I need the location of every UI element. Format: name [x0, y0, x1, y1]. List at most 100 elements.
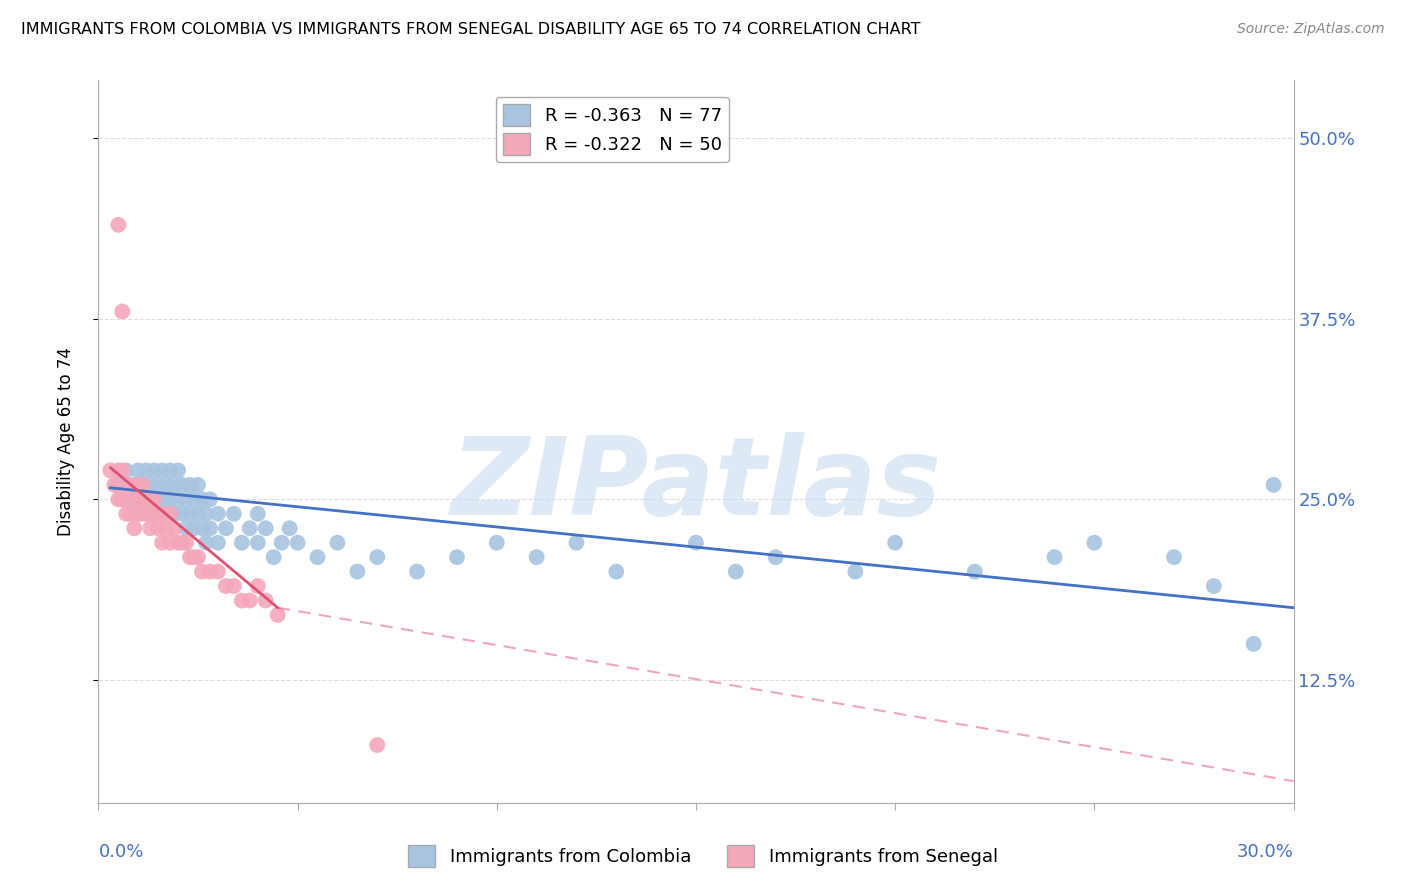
Text: IMMIGRANTS FROM COLOMBIA VS IMMIGRANTS FROM SENEGAL DISABILITY AGE 65 TO 74 CORR: IMMIGRANTS FROM COLOMBIA VS IMMIGRANTS F…: [21, 22, 921, 37]
Point: [605, 565, 627, 579]
Point: [155, 478, 177, 492]
Point: [139, 478, 162, 492]
Point: [1043, 550, 1066, 565]
Point: [115, 507, 138, 521]
Point: [143, 463, 166, 477]
Point: [270, 535, 292, 549]
Point: [246, 535, 269, 549]
Point: [198, 565, 221, 579]
Point: [187, 550, 209, 565]
Point: [167, 463, 190, 477]
Point: [1163, 550, 1185, 565]
Point: [167, 535, 190, 549]
Point: [207, 565, 229, 579]
Point: [159, 535, 181, 549]
Point: [139, 492, 162, 507]
Point: [150, 507, 173, 521]
Point: [127, 507, 149, 521]
Point: [148, 507, 170, 521]
Point: [115, 463, 138, 477]
Point: [111, 492, 134, 507]
Point: [183, 550, 205, 565]
Point: [107, 218, 129, 232]
Point: [163, 478, 186, 492]
Point: [135, 492, 157, 507]
Y-axis label: Disability Age 65 to 74: Disability Age 65 to 74: [56, 347, 75, 536]
Point: [127, 492, 149, 507]
Point: [172, 507, 194, 521]
Point: [174, 535, 197, 549]
Point: [131, 478, 153, 492]
Point: [127, 478, 149, 492]
Point: [1243, 637, 1265, 651]
Point: [326, 535, 349, 549]
Point: [120, 492, 142, 507]
Point: [183, 492, 205, 507]
Point: [207, 535, 229, 549]
Point: [163, 507, 186, 521]
Point: [278, 521, 301, 535]
Point: [179, 478, 201, 492]
Point: [143, 507, 166, 521]
Point: [172, 535, 194, 549]
Point: [124, 478, 146, 492]
Point: [179, 507, 201, 521]
Point: [139, 521, 162, 535]
Point: [187, 507, 209, 521]
Point: [174, 521, 197, 535]
Point: [406, 565, 429, 579]
Legend: R = -0.363   N = 77, R = -0.322   N = 50: R = -0.363 N = 77, R = -0.322 N = 50: [496, 96, 728, 162]
Point: [366, 550, 388, 565]
Point: [172, 478, 194, 492]
Point: [107, 463, 129, 477]
Point: [246, 579, 269, 593]
Point: [174, 492, 197, 507]
Point: [263, 550, 285, 565]
Point: [120, 507, 142, 521]
Point: [685, 535, 707, 549]
Point: [191, 521, 214, 535]
Point: [884, 535, 907, 549]
Point: [120, 478, 142, 492]
Point: [254, 521, 277, 535]
Point: [127, 463, 149, 477]
Point: [135, 492, 157, 507]
Point: [103, 478, 125, 492]
Point: [111, 492, 134, 507]
Point: [155, 492, 177, 507]
Text: Source: ZipAtlas.com: Source: ZipAtlas.com: [1237, 22, 1385, 37]
Point: [565, 535, 588, 549]
Text: ZIPatlas: ZIPatlas: [450, 432, 942, 538]
Point: [267, 607, 290, 622]
Point: [148, 492, 170, 507]
Point: [163, 521, 186, 535]
Point: [135, 507, 157, 521]
Point: [1202, 579, 1225, 593]
Point: [98, 463, 122, 477]
Point: [239, 593, 262, 607]
Point: [724, 565, 747, 579]
Point: [1263, 478, 1285, 492]
Point: [124, 492, 146, 507]
Point: [844, 565, 866, 579]
Point: [131, 478, 153, 492]
Point: [446, 550, 468, 565]
Point: [179, 550, 201, 565]
Point: [198, 521, 221, 535]
Point: [155, 521, 177, 535]
Point: [111, 463, 134, 477]
Point: [150, 463, 173, 477]
Legend: Immigrants from Colombia, Immigrants from Senegal: Immigrants from Colombia, Immigrants fro…: [401, 838, 1005, 874]
Point: [254, 593, 277, 607]
Point: [307, 550, 329, 565]
Point: [246, 507, 269, 521]
Point: [187, 478, 209, 492]
Point: [1083, 535, 1105, 549]
Point: [111, 304, 134, 318]
Point: [526, 550, 548, 565]
Point: [366, 738, 388, 752]
Point: [143, 492, 166, 507]
Point: [135, 463, 157, 477]
Point: [107, 492, 129, 507]
Point: [107, 478, 129, 492]
